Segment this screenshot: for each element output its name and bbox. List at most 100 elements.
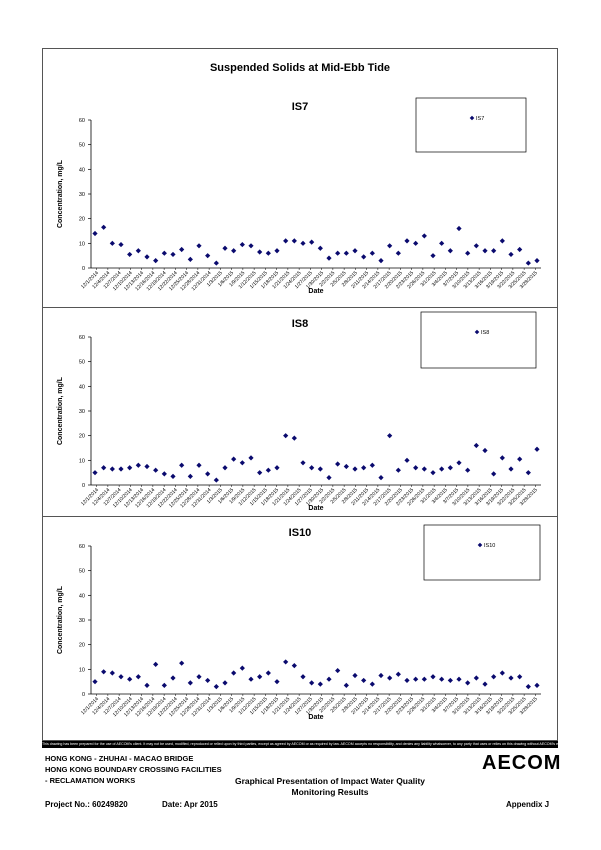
data-point <box>118 466 124 472</box>
document-title-line-1: Graphical Presentation of Impact Water Q… <box>234 776 426 786</box>
y-tick-label: 40 <box>79 384 85 390</box>
data-point <box>465 467 471 473</box>
data-point <box>213 684 219 690</box>
data-point <box>404 238 410 244</box>
data-point <box>378 475 384 481</box>
data-point <box>248 243 254 249</box>
data-point <box>222 465 228 471</box>
data-point <box>187 680 193 686</box>
data-point <box>205 253 211 259</box>
data-point <box>456 676 462 682</box>
y-tick-label: 50 <box>79 143 85 149</box>
project-number: Project No.: 60249820 <box>45 800 128 809</box>
data-point <box>257 249 263 255</box>
data-point <box>508 251 514 258</box>
data-point <box>222 680 228 686</box>
data-point <box>499 238 505 244</box>
data-point <box>395 467 401 473</box>
data-point <box>257 674 263 680</box>
data-point <box>369 462 375 468</box>
data-point <box>534 682 540 688</box>
data-point <box>456 225 462 232</box>
data-point <box>257 470 263 476</box>
data-point <box>170 473 176 479</box>
legend-box <box>420 311 537 369</box>
data-point <box>309 680 315 686</box>
data-point <box>499 455 505 461</box>
data-point <box>378 258 384 264</box>
y-tick-label: 50 <box>79 360 85 366</box>
data-point <box>517 674 523 680</box>
data-point <box>525 470 531 476</box>
data-point <box>101 224 107 230</box>
data-point <box>499 670 505 676</box>
data-point <box>335 461 341 467</box>
data-point <box>335 667 341 674</box>
data-point <box>421 233 427 239</box>
data-point <box>439 676 445 682</box>
data-point <box>153 661 159 667</box>
data-point <box>482 248 488 254</box>
data-point <box>118 241 124 248</box>
chart-title: IS10 <box>289 527 312 539</box>
data-point <box>447 677 453 684</box>
chart-title: IS8 <box>292 318 309 330</box>
data-point <box>135 674 141 680</box>
data-point <box>395 250 401 256</box>
legend-box <box>423 524 541 581</box>
legend-marker <box>469 115 475 121</box>
data-point <box>439 466 445 472</box>
data-point <box>291 238 297 244</box>
data-point <box>326 255 332 261</box>
data-point <box>144 463 150 470</box>
data-point <box>239 241 245 248</box>
data-point <box>153 467 159 473</box>
data-point <box>343 682 349 688</box>
data-point <box>161 682 167 688</box>
y-tick-label: 40 <box>79 593 85 599</box>
y-tick-label: 60 <box>79 335 85 341</box>
aecom-logo: AECOM <box>482 752 562 774</box>
data-point <box>196 462 202 468</box>
chart-panel-2: IS8 0 10 20 30 40 50 60 Concentration, mg/L 12/1/… <box>43 307 557 514</box>
data-point <box>248 455 254 461</box>
chart-title: IS7 <box>292 101 309 113</box>
project-name-line-2: HONG KONG BOUNDARY CROSSING FACILITIES <box>45 765 222 774</box>
data-point <box>92 230 98 237</box>
data-point <box>274 465 280 471</box>
data-point <box>205 471 211 477</box>
data-point <box>439 240 445 246</box>
data-point <box>127 676 133 682</box>
document-title-line-2: Monitoring Results <box>291 787 369 797</box>
data-point <box>248 676 254 682</box>
data-point <box>179 660 185 666</box>
y-tick-label: 40 <box>79 167 85 173</box>
data-point <box>491 248 497 254</box>
data-point <box>343 250 349 256</box>
legend-marker <box>474 329 480 335</box>
data-point <box>153 258 159 264</box>
data-point <box>205 677 211 684</box>
data-point <box>239 665 245 671</box>
data-point <box>170 675 176 681</box>
legend-box <box>415 97 527 153</box>
data-point <box>430 674 436 680</box>
data-point <box>231 670 237 676</box>
panel-divider <box>43 307 557 308</box>
y-tick-label: 0 <box>82 483 85 489</box>
data-point <box>430 470 436 476</box>
drawing-frame: Suspended Solids at Mid-Ebb Tide IS7 0 10 2… <box>42 48 558 741</box>
document-date: Date: Apr 2015 <box>162 800 218 809</box>
data-point <box>343 463 349 470</box>
data-point <box>300 674 306 680</box>
data-point <box>231 456 237 462</box>
data-point <box>404 677 410 684</box>
x-axis-label: Date <box>308 505 323 512</box>
data-point <box>395 671 401 677</box>
data-point <box>161 471 167 477</box>
data-point <box>387 433 393 439</box>
data-point <box>473 243 479 249</box>
y-tick-label: 20 <box>79 643 85 649</box>
data-point <box>213 260 219 266</box>
